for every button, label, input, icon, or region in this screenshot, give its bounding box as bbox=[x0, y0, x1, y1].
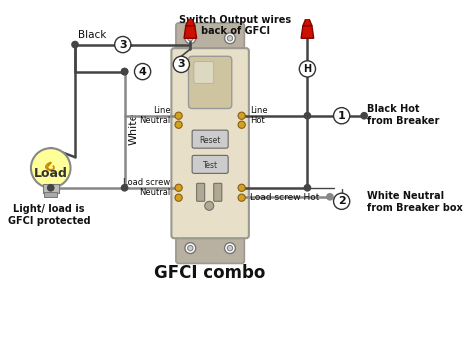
Circle shape bbox=[72, 41, 78, 48]
FancyBboxPatch shape bbox=[197, 183, 205, 201]
Text: White Neutral
from Breaker box: White Neutral from Breaker box bbox=[367, 191, 463, 213]
Circle shape bbox=[238, 112, 245, 119]
Text: H: H bbox=[303, 64, 311, 74]
Text: Light/ load is
GFCI protected: Light/ load is GFCI protected bbox=[8, 204, 90, 226]
Text: Switch Output wires
back of GFCI: Switch Output wires back of GFCI bbox=[179, 15, 292, 37]
Polygon shape bbox=[301, 26, 314, 38]
Circle shape bbox=[205, 201, 214, 210]
Bar bbox=[45, 192, 57, 197]
Text: White: White bbox=[128, 113, 138, 145]
Circle shape bbox=[135, 64, 151, 80]
Text: 3: 3 bbox=[177, 59, 185, 69]
Text: Black Hot
from Breaker: Black Hot from Breaker bbox=[367, 104, 439, 126]
Circle shape bbox=[334, 108, 350, 124]
Polygon shape bbox=[303, 15, 312, 26]
Polygon shape bbox=[184, 26, 197, 38]
Circle shape bbox=[175, 184, 182, 191]
Text: Test: Test bbox=[202, 161, 218, 170]
Circle shape bbox=[361, 113, 367, 119]
Text: Black: Black bbox=[78, 30, 106, 40]
Text: 3: 3 bbox=[119, 40, 127, 49]
Bar bbox=[43, 184, 59, 193]
Circle shape bbox=[238, 121, 245, 128]
Text: Load: Load bbox=[34, 167, 68, 180]
Circle shape bbox=[47, 185, 54, 191]
Polygon shape bbox=[186, 15, 195, 26]
Circle shape bbox=[175, 121, 182, 128]
Circle shape bbox=[173, 56, 190, 73]
Circle shape bbox=[238, 184, 245, 191]
FancyBboxPatch shape bbox=[176, 233, 245, 264]
Circle shape bbox=[304, 113, 310, 119]
FancyBboxPatch shape bbox=[214, 183, 222, 201]
Text: 2: 2 bbox=[338, 196, 346, 206]
Text: Line
Neutral: Line Neutral bbox=[139, 106, 171, 125]
Circle shape bbox=[299, 61, 316, 77]
Circle shape bbox=[334, 193, 350, 210]
Text: GFCI combo: GFCI combo bbox=[155, 264, 266, 282]
FancyBboxPatch shape bbox=[176, 23, 245, 54]
Circle shape bbox=[31, 148, 71, 188]
Circle shape bbox=[225, 33, 236, 44]
FancyBboxPatch shape bbox=[194, 62, 214, 83]
Text: Load screw
Neutral: Load screw Neutral bbox=[123, 178, 171, 198]
Text: Load screw Hot: Load screw Hot bbox=[250, 193, 319, 202]
Circle shape bbox=[121, 68, 128, 75]
Text: 4: 4 bbox=[139, 67, 146, 77]
Circle shape bbox=[121, 185, 128, 191]
FancyBboxPatch shape bbox=[192, 155, 228, 173]
Text: Reset: Reset bbox=[200, 135, 221, 145]
Circle shape bbox=[238, 194, 245, 201]
Circle shape bbox=[227, 245, 233, 251]
Circle shape bbox=[175, 112, 182, 119]
FancyBboxPatch shape bbox=[189, 56, 232, 108]
Circle shape bbox=[115, 37, 131, 53]
Circle shape bbox=[175, 194, 182, 201]
FancyBboxPatch shape bbox=[172, 48, 249, 238]
Circle shape bbox=[188, 245, 193, 251]
Circle shape bbox=[327, 194, 333, 200]
Text: Line
Hot: Line Hot bbox=[250, 106, 267, 125]
Circle shape bbox=[188, 35, 193, 41]
Text: 1: 1 bbox=[338, 111, 346, 121]
Circle shape bbox=[185, 33, 196, 44]
Circle shape bbox=[304, 185, 310, 191]
FancyBboxPatch shape bbox=[192, 130, 228, 148]
Circle shape bbox=[225, 243, 236, 253]
Circle shape bbox=[227, 35, 233, 41]
Circle shape bbox=[121, 68, 128, 75]
Circle shape bbox=[185, 243, 196, 253]
